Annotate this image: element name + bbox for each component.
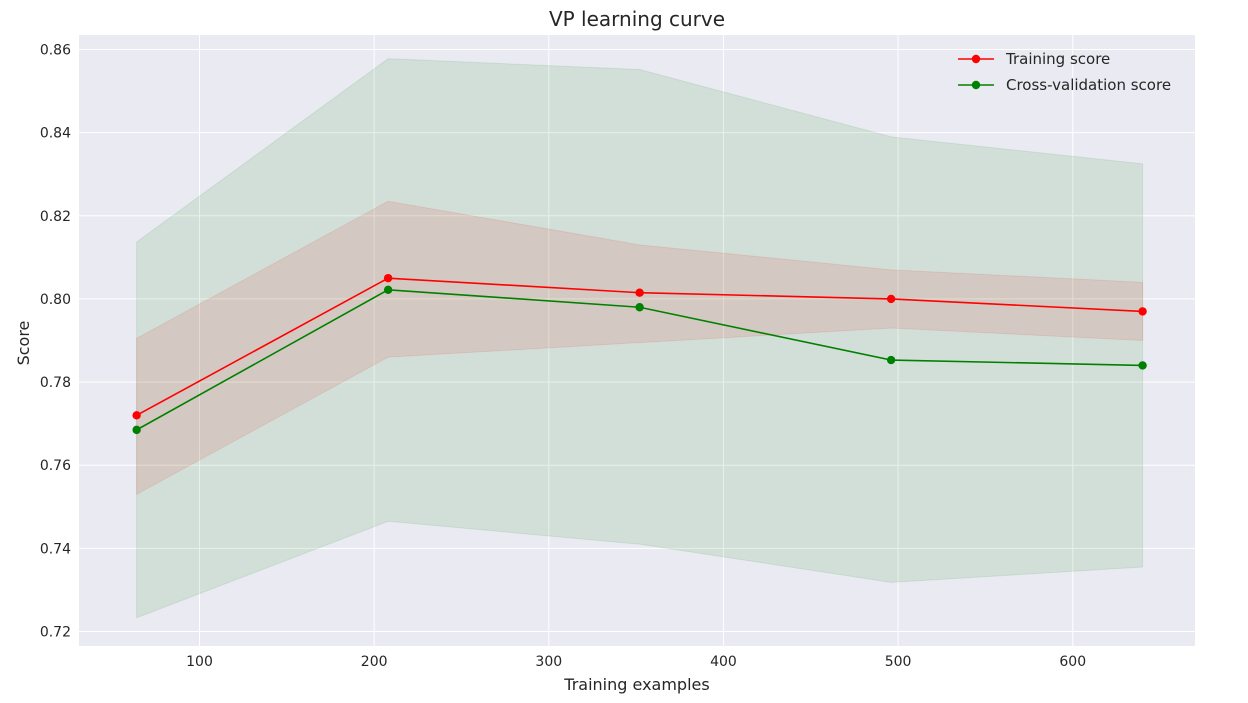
- training-score-point: [635, 288, 644, 297]
- grid: [79, 35, 1195, 646]
- y-tick-label: 0.74: [40, 541, 71, 557]
- y-axis-label: Score: [14, 321, 33, 366]
- y-tick-labels: 0.72 0.74 0.76 0.78 0.80 0.82 0.84 0.86: [40, 43, 71, 641]
- y-tick-label: 0.72: [40, 624, 71, 640]
- y-tick-label: 0.82: [40, 209, 71, 225]
- cross-validation-score-point: [635, 303, 644, 312]
- x-tick-label: 200: [361, 654, 388, 670]
- training-score-point: [1138, 307, 1147, 316]
- x-tick-labels: 100 200 300 400 500 600: [186, 654, 1086, 670]
- training-score-point: [132, 411, 141, 420]
- plot-area: [79, 35, 1195, 646]
- chart-title: VP learning curve: [549, 7, 725, 31]
- training-score-point: [886, 294, 896, 304]
- y-tick-label: 0.80: [40, 292, 71, 308]
- x-tick-label: 100: [186, 654, 213, 670]
- cross-validation-score-point: [132, 425, 141, 435]
- cross-validation-score-point: [886, 355, 896, 365]
- score-points: [132, 273, 1147, 435]
- training-legend-label: Training score: [1005, 50, 1110, 68]
- cross-validation-legend-marker: [971, 80, 981, 90]
- x-tick-label: 400: [710, 654, 737, 670]
- y-tick-label: 0.84: [40, 126, 71, 142]
- cross-validation-score-band: [136, 58, 1144, 619]
- x-axis-label: Training examples: [563, 675, 709, 694]
- x-tick-label: 300: [535, 654, 562, 670]
- training-score-point: [383, 273, 393, 283]
- cross-validation-score-point: [1138, 361, 1147, 370]
- training-legend-marker: [971, 54, 981, 64]
- legend: Training score Cross-validation score: [958, 50, 1171, 94]
- y-tick-label: 0.86: [40, 43, 71, 59]
- y-tick-label: 0.76: [40, 458, 71, 474]
- cross-validation-legend-label: Cross-validation score: [1006, 76, 1171, 94]
- cross-validation-score-point: [383, 285, 393, 294]
- y-tick-label: 0.78: [40, 375, 71, 391]
- x-tick-label: 500: [885, 654, 912, 670]
- x-tick-label: 600: [1059, 654, 1086, 670]
